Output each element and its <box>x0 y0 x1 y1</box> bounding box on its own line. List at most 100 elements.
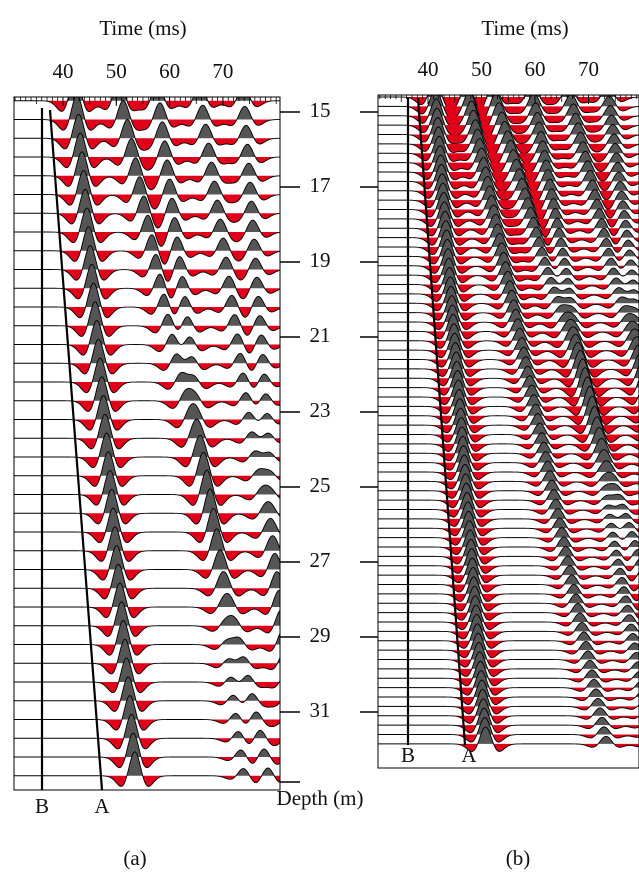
trace-positive <box>378 473 639 491</box>
trace-line <box>378 548 639 574</box>
trace-positive <box>378 258 639 276</box>
trace-positive <box>378 530 639 547</box>
y-tick-label: 17 <box>310 173 331 197</box>
trace-negative <box>14 719 280 731</box>
trace-line <box>14 282 280 319</box>
trace-positive <box>378 576 639 594</box>
trace-negative <box>378 697 639 705</box>
trace-negative <box>378 509 639 518</box>
trace-negative <box>378 415 639 425</box>
trace-negative <box>14 138 280 151</box>
trace-line <box>378 595 639 621</box>
trace-negative <box>378 190 639 202</box>
trace-line <box>378 529 639 556</box>
marker-line <box>48 109 104 791</box>
x-tick-label: 40 <box>418 57 439 81</box>
trace-negative <box>378 387 639 397</box>
trace-line <box>378 445 639 471</box>
trace-line <box>378 405 639 434</box>
trace-negative <box>14 250 280 265</box>
trace-negative <box>14 475 280 487</box>
trace-negative <box>14 157 280 171</box>
trace-negative <box>378 706 639 714</box>
trace-negative <box>378 115 639 129</box>
trace-line <box>378 426 639 452</box>
trace-negative <box>378 322 639 330</box>
x-title: Time (ms) <box>99 16 186 40</box>
trace-positive <box>378 567 639 585</box>
x-tick-label: 60 <box>159 59 180 83</box>
trace-negative <box>378 162 639 174</box>
trace-negative <box>14 175 280 190</box>
trace-line <box>378 304 639 331</box>
trace-positive <box>14 451 280 476</box>
trace-line <box>378 707 639 734</box>
trace-negative <box>378 725 639 733</box>
trace-negative <box>378 743 639 752</box>
trace-line <box>378 463 639 490</box>
trace-negative <box>14 588 280 599</box>
trace-negative <box>378 668 639 677</box>
trace-line <box>14 545 280 581</box>
trace-line <box>378 454 639 481</box>
trace-line <box>14 226 280 265</box>
trace-positive <box>14 226 280 251</box>
trace-positive <box>378 539 639 557</box>
trace-positive <box>378 464 639 482</box>
trace-negative <box>378 303 639 311</box>
trace-line <box>378 510 639 537</box>
trace-line <box>14 526 280 562</box>
trace-line <box>378 95 639 111</box>
trace-line <box>378 501 639 527</box>
trace-line <box>14 638 280 675</box>
trace-positive <box>378 305 639 322</box>
trace-negative <box>378 200 639 211</box>
trace-line <box>14 732 280 769</box>
trace-negative <box>378 256 639 264</box>
trace-negative <box>14 269 280 282</box>
trace-negative <box>378 237 639 246</box>
trace-negative <box>378 612 639 621</box>
trace-positive <box>14 414 280 439</box>
trace-positive <box>378 558 639 576</box>
traces <box>378 95 639 752</box>
trace-positive <box>14 564 280 589</box>
trace-line <box>14 357 280 394</box>
trace-line <box>378 632 639 659</box>
trace-negative <box>14 738 280 749</box>
trace-positive <box>378 586 639 604</box>
trace-line <box>378 238 639 265</box>
trace-line <box>378 642 639 668</box>
trace-line <box>378 201 639 230</box>
trace-negative <box>14 625 280 637</box>
trace-negative <box>378 537 639 546</box>
trace-negative <box>378 172 639 183</box>
trace-line <box>14 320 280 356</box>
trace-positive <box>378 376 639 397</box>
trace-negative <box>14 400 280 412</box>
trace-negative <box>378 331 639 339</box>
trace-line <box>14 563 280 600</box>
trace-negative <box>378 631 639 639</box>
trace-line <box>14 601 280 637</box>
trace-negative <box>378 350 639 358</box>
trace-line <box>14 620 280 656</box>
trace-positive <box>378 511 639 529</box>
trace-negative <box>378 209 639 220</box>
trace-line <box>378 604 639 631</box>
marker-label: A <box>94 794 110 818</box>
trace-positive <box>14 545 280 570</box>
trace-positive <box>378 342 639 360</box>
trace-line <box>378 435 639 462</box>
trace-line <box>378 98 639 130</box>
trace-negative <box>14 644 280 656</box>
trace-negative <box>378 528 639 536</box>
trace-line <box>14 469 280 506</box>
trace-positive <box>14 433 280 457</box>
trace-positive <box>14 114 280 139</box>
y-tick-label: 27 <box>310 548 331 572</box>
trace-positive <box>14 283 280 307</box>
trace-negative <box>378 687 639 696</box>
y-tick-label: 15 <box>310 98 331 122</box>
trace-line <box>378 567 639 593</box>
